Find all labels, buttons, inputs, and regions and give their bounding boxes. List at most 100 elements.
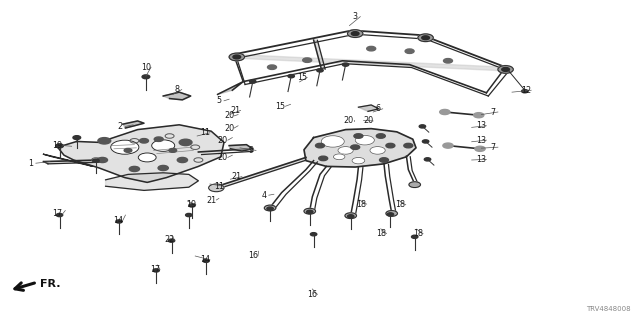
Circle shape: [443, 143, 453, 148]
Circle shape: [56, 144, 63, 148]
Circle shape: [268, 65, 276, 69]
Polygon shape: [106, 173, 198, 190]
Text: 16: 16: [307, 290, 317, 299]
Circle shape: [168, 239, 175, 242]
Circle shape: [152, 140, 175, 151]
Circle shape: [386, 211, 397, 216]
Circle shape: [419, 125, 426, 128]
Circle shape: [418, 34, 433, 42]
Text: 8: 8: [174, 85, 179, 94]
Circle shape: [93, 159, 99, 162]
Text: 22: 22: [164, 236, 175, 244]
Circle shape: [333, 154, 345, 160]
Circle shape: [440, 109, 450, 115]
Text: 11: 11: [214, 182, 224, 191]
Text: 15: 15: [297, 73, 307, 82]
Text: 9: 9: [248, 146, 253, 155]
Circle shape: [380, 158, 388, 162]
Circle shape: [264, 205, 276, 211]
Text: 15: 15: [275, 102, 285, 111]
Circle shape: [140, 139, 148, 143]
Circle shape: [424, 158, 431, 161]
Text: 19: 19: [186, 200, 196, 209]
Text: 20: 20: [363, 116, 373, 125]
Circle shape: [303, 58, 312, 62]
Text: 13: 13: [476, 121, 486, 130]
Circle shape: [169, 148, 177, 152]
Text: 7: 7: [490, 143, 495, 152]
Circle shape: [405, 49, 414, 53]
Circle shape: [338, 147, 353, 154]
Circle shape: [422, 140, 429, 143]
Polygon shape: [44, 160, 101, 164]
Circle shape: [474, 113, 484, 118]
Circle shape: [233, 55, 241, 59]
Circle shape: [355, 135, 374, 145]
Circle shape: [288, 75, 294, 78]
Circle shape: [522, 90, 528, 93]
Text: 21: 21: [230, 106, 241, 115]
Circle shape: [386, 143, 395, 148]
Text: 18: 18: [413, 229, 423, 238]
Polygon shape: [304, 129, 416, 167]
Text: 20: 20: [344, 116, 354, 125]
Circle shape: [116, 220, 122, 223]
Circle shape: [179, 139, 192, 146]
Circle shape: [348, 215, 354, 218]
Polygon shape: [234, 54, 509, 71]
Text: 18: 18: [376, 229, 387, 238]
Text: 20: 20: [218, 153, 228, 162]
Circle shape: [317, 69, 323, 72]
Circle shape: [352, 157, 365, 164]
Text: 2: 2: [118, 122, 123, 131]
Polygon shape: [218, 82, 243, 94]
Circle shape: [111, 140, 139, 154]
Circle shape: [348, 30, 363, 37]
Circle shape: [354, 134, 363, 138]
Circle shape: [422, 36, 429, 40]
Circle shape: [153, 269, 159, 272]
Polygon shape: [123, 121, 144, 128]
Text: 17: 17: [150, 265, 160, 274]
Circle shape: [129, 166, 140, 172]
Circle shape: [158, 165, 168, 171]
Text: 20: 20: [224, 124, 234, 132]
Circle shape: [73, 136, 81, 140]
Text: 17: 17: [52, 209, 63, 218]
Text: 18: 18: [396, 200, 406, 209]
Text: FR.: FR.: [40, 279, 61, 289]
Text: 12: 12: [521, 86, 531, 95]
Circle shape: [189, 204, 195, 207]
Polygon shape: [216, 157, 306, 189]
Text: 19: 19: [52, 141, 63, 150]
Circle shape: [370, 147, 385, 154]
Circle shape: [177, 157, 188, 163]
Circle shape: [310, 233, 317, 236]
Circle shape: [97, 157, 108, 163]
Text: 21: 21: [206, 196, 216, 204]
Text: 11: 11: [200, 128, 210, 137]
Circle shape: [387, 213, 394, 216]
Text: 14: 14: [200, 255, 210, 264]
Polygon shape: [58, 125, 224, 182]
Circle shape: [321, 136, 344, 147]
Circle shape: [138, 153, 156, 162]
Circle shape: [186, 213, 192, 217]
Circle shape: [475, 146, 485, 151]
Circle shape: [342, 63, 349, 66]
Text: 18: 18: [356, 200, 367, 209]
Text: 10: 10: [141, 63, 151, 72]
Text: 14: 14: [113, 216, 123, 225]
Circle shape: [203, 259, 209, 262]
Circle shape: [498, 66, 513, 73]
Circle shape: [351, 32, 359, 36]
Circle shape: [124, 148, 132, 152]
Circle shape: [319, 156, 328, 161]
Circle shape: [304, 208, 316, 214]
Circle shape: [209, 184, 224, 192]
Polygon shape: [163, 92, 191, 100]
Text: 6: 6: [375, 104, 380, 113]
Text: 5: 5: [216, 96, 221, 105]
Circle shape: [351, 145, 360, 149]
Circle shape: [250, 80, 256, 83]
